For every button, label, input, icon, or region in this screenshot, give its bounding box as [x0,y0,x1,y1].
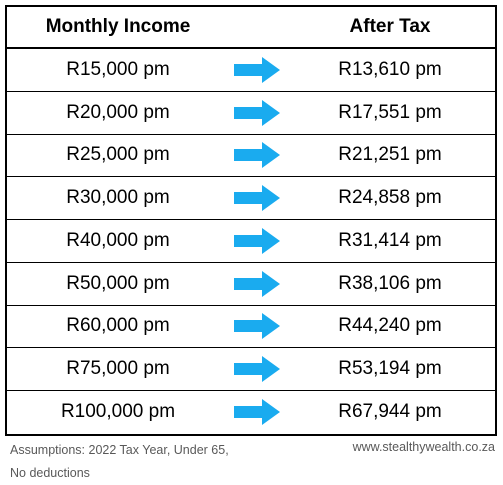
right-arrow-icon [229,270,285,297]
monthly-income-header: Monthly Income [45,16,191,37]
right-arrow-icon [229,399,285,426]
monthly-income-cell: R60,000 pm [66,315,170,337]
after-tax-cell: R21,251 pm [338,144,442,166]
after-tax-cell: R13,610 pm [338,58,442,80]
right-arrow-icon [229,99,285,126]
table-row: R60,000 pm R44,240 pm [7,306,495,349]
table-row: R50,000 pm R38,106 pm [7,263,495,306]
right-arrow-icon [229,56,285,83]
table-row: R15,000 pm R13,610 pm [7,49,495,92]
table-row: R100,000 pm R67,944 pm [7,391,495,434]
monthly-income-cell: R40,000 pm [66,229,170,251]
assumptions-note: Assumptions: 2022 Tax Year, Under 65, No… [10,443,229,480]
table-row: R30,000 pm R24,858 pm [7,177,495,220]
right-arrow-icon [229,142,285,169]
right-arrow-icon [229,227,285,254]
right-arrow-icon [229,185,285,212]
after-tax-cell: R67,944 pm [338,401,442,423]
monthly-income-cell: R30,000 pm [66,187,170,209]
monthly-income-cell: R75,000 pm [66,358,170,380]
table-row: R25,000 pm R21,251 pm [7,135,495,178]
right-arrow-icon [229,313,285,340]
website-credit: www.stealthywealth.co.za [352,440,495,454]
monthly-income-cell: R100,000 pm [60,401,176,423]
monthly-income-cell: R15,000 pm [66,58,170,80]
after-tax-cell: R17,551 pm [338,101,442,123]
income-tax-table: Monthly Income After Tax R15,000 pm R13,… [5,5,497,436]
monthly-income-cell: R50,000 pm [66,272,170,294]
after-tax-cell: R38,106 pm [338,272,442,294]
table-row: R40,000 pm R31,414 pm [7,220,495,263]
table-header: Monthly Income After Tax [7,7,495,49]
after-tax-cell: R44,240 pm [338,315,442,337]
table-row: R20,000 pm R17,551 pm [7,92,495,135]
after-tax-header: After Tax [349,16,431,37]
monthly-income-cell: R20,000 pm [66,101,170,123]
after-tax-cell: R31,414 pm [338,229,442,251]
after-tax-cell: R53,194 pm [338,358,442,380]
monthly-income-cell: R25,000 pm [66,144,170,166]
table-row: R75,000 pm R53,194 pm [7,348,495,391]
after-tax-cell: R24,858 pm [338,187,442,209]
right-arrow-icon [229,356,285,383]
